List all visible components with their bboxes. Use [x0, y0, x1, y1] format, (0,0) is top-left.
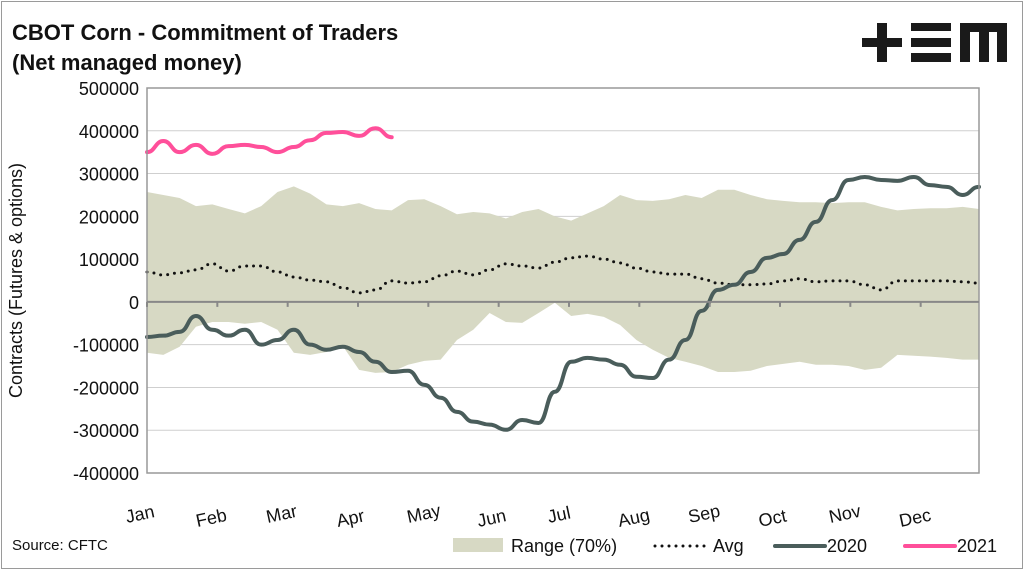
x-tick-label: Feb — [194, 505, 229, 531]
x-tick-label: Jul — [546, 503, 573, 527]
y-tick-label: 400000 — [79, 122, 139, 142]
x-tick-label: Mar — [264, 501, 298, 527]
y-tick-label: 0 — [129, 293, 139, 313]
legend-label-2021: 2021 — [957, 536, 997, 556]
x-tick-label: Jan — [124, 501, 157, 527]
legend-swatch-range — [453, 538, 503, 552]
legend-label-range: Range (70%) — [511, 536, 617, 556]
chart-title: CBOT Corn - Commitment of Traders — [12, 20, 399, 45]
chart-title-block: CBOT Corn - Commitment of Traders (Net m… — [12, 18, 398, 78]
x-tick-label: Sep — [686, 501, 721, 527]
y-tick-label: 100000 — [79, 250, 139, 270]
legend-label-2020: 2020 — [827, 536, 867, 556]
y-tick-label: -100000 — [73, 336, 139, 356]
chart-subtitle: (Net managed money) — [12, 50, 242, 75]
legend-label-avg: Avg — [713, 536, 744, 556]
x-tick-label: Aug — [616, 505, 651, 531]
series-line-avg — [145, 254, 981, 295]
y-tick-label: -200000 — [73, 378, 139, 398]
y-tick-label: 300000 — [79, 165, 139, 185]
y-tick-label: 500000 — [79, 79, 139, 99]
x-tick-label: Nov — [827, 501, 862, 527]
y-tick-label: -300000 — [73, 421, 139, 441]
series-line-2020 — [145, 174, 981, 432]
x-tick-label: Jun — [475, 505, 508, 531]
logo — [862, 23, 1007, 62]
y-tick-label: 200000 — [79, 207, 139, 227]
x-tick-label: Dec — [897, 505, 932, 531]
source-note: Source: CFTC — [12, 537, 108, 554]
plot-border — [146, 87, 980, 474]
series-line-2021 — [145, 126, 394, 156]
y-tick-label: -400000 — [73, 464, 139, 484]
range-band — [147, 186, 979, 373]
x-tick-label: Oct — [757, 506, 789, 531]
x-tick-label: Apr — [335, 506, 367, 531]
y-axis-label: Contracts (Futures & options) — [6, 163, 26, 398]
x-tick-label: May — [405, 500, 442, 527]
